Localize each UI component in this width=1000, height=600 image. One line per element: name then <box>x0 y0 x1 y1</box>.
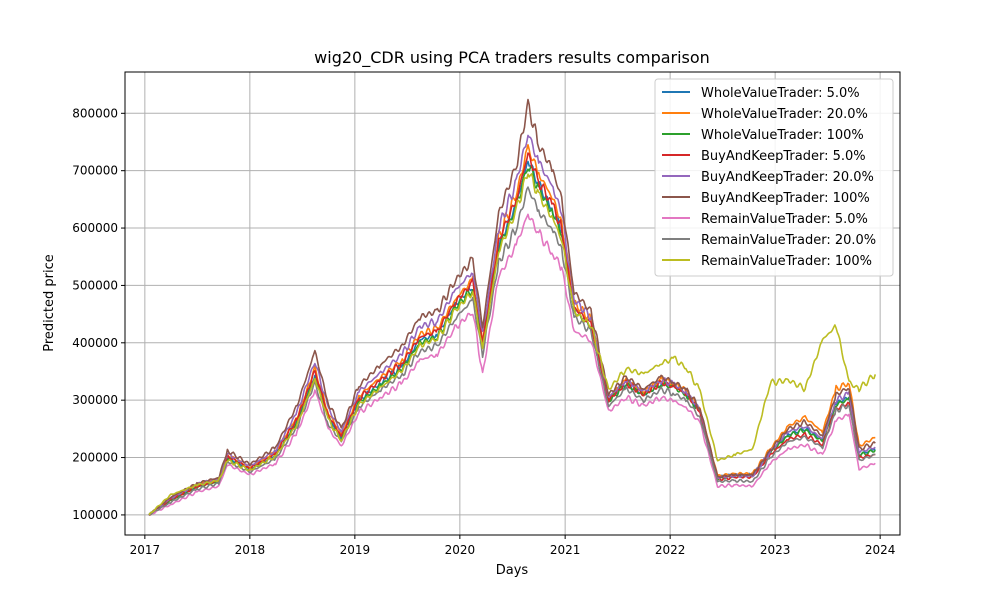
x-tick-label: 2019 <box>340 543 371 557</box>
x-tick-label: 2018 <box>235 543 266 557</box>
legend-label: BuyAndKeepTrader: 5.0% <box>701 149 866 164</box>
series-line <box>148 134 876 516</box>
x-tick-label: 2023 <box>760 543 791 557</box>
series-line <box>148 213 876 516</box>
legend-label: BuyAndKeepTrader: 20.0% <box>701 170 874 185</box>
axis-ticks: 2017 2018 2019 2020 2021 2022 2023 2024 100000 20… <box>72 106 895 557</box>
legend-box <box>654 78 894 277</box>
legend-label: BuyAndKeepTrader: 100% <box>701 191 870 206</box>
legend-label: RemainValueTrader: 20.0% <box>701 233 876 248</box>
series-lines <box>148 98 877 516</box>
series-line <box>148 173 877 516</box>
x-tick-label: 2021 <box>550 543 581 557</box>
y-tick-label: 500000 <box>72 278 118 292</box>
x-axis-label: Days <box>496 563 529 578</box>
x-tick-label: 2024 <box>865 543 896 557</box>
y-tick-label: 400000 <box>72 336 118 350</box>
y-axis-label: Predicted price <box>42 254 57 352</box>
y-tick-label: 200000 <box>72 451 118 465</box>
x-tick-label: 2022 <box>655 543 686 557</box>
y-tick-label: 700000 <box>72 164 118 178</box>
y-tick-label: 100000 <box>72 508 118 522</box>
legend: WholeValueTrader: 5.0% WholeValueTrader: … <box>654 78 894 277</box>
y-tick-label: 600000 <box>72 221 118 235</box>
legend-label: WholeValueTrader: 5.0% <box>701 86 860 101</box>
x-tick-label: 2017 <box>130 543 161 557</box>
chart-title: wig20_CDR using PCA traders results comp… <box>314 48 710 68</box>
x-tick-label: 2020 <box>445 543 476 557</box>
plot-frame <box>124 71 901 536</box>
legend-label: WholeValueTrader: 100% <box>701 128 864 143</box>
legend-label: RemainValueTrader: 5.0% <box>701 212 868 227</box>
legend-label: WholeValueTrader: 20.0% <box>701 107 868 122</box>
series-line <box>148 186 876 516</box>
legend-label: RemainValueTrader: 100% <box>701 254 872 269</box>
y-tick-label: 800000 <box>72 106 118 120</box>
y-tick-label: 300000 <box>72 393 118 407</box>
series-line <box>148 98 876 516</box>
